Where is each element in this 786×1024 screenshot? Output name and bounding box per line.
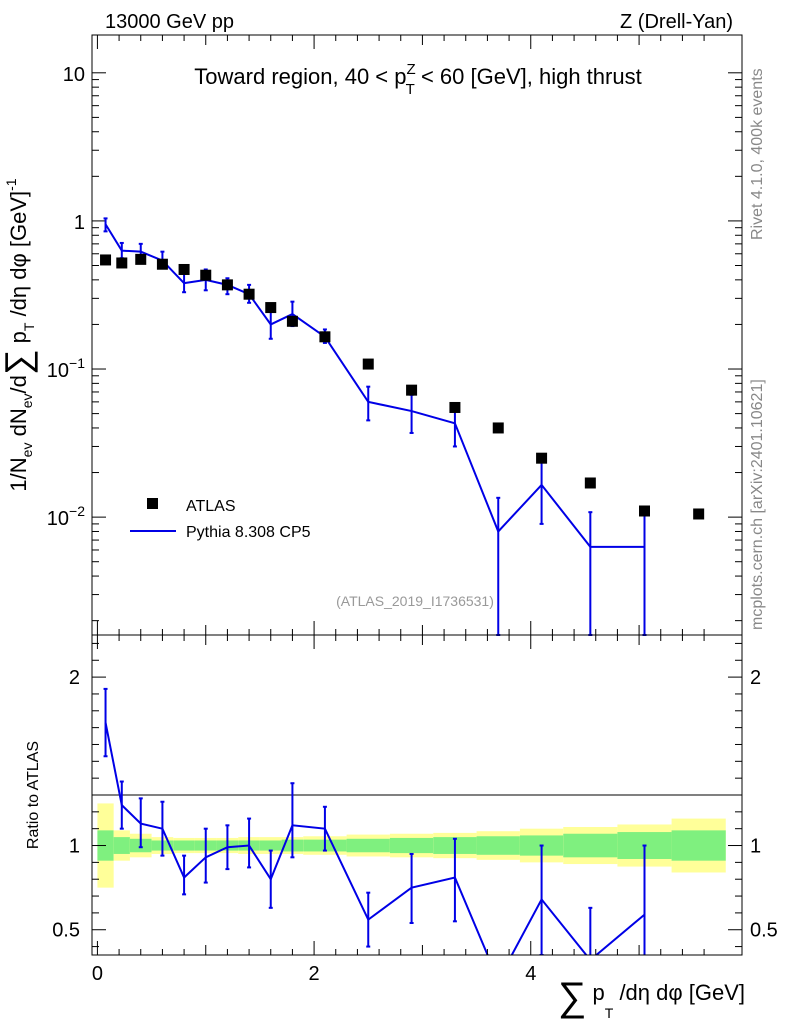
plot-title-sub: T	[406, 81, 415, 98]
main-ticks: 10 1 10−1 10−2	[47, 35, 742, 635]
legend: ATLAS Pythia 8.308 CP5	[130, 498, 311, 541]
main-ytick-label: 10−1	[47, 355, 85, 382]
band-stat	[476, 836, 520, 855]
data-point	[243, 288, 255, 300]
data-point	[116, 257, 128, 269]
ratio-ticks: 0.5 0.5 1 1 2 2 0 2 4	[52, 635, 778, 985]
band-stat	[113, 837, 130, 854]
plot-title-sup: Z	[407, 61, 416, 78]
xtick-label: 2	[309, 963, 320, 985]
data-point	[406, 384, 418, 396]
xlabel: ∑ pT /dη dφ [GeV]	[558, 975, 745, 1021]
rivet-label: Rivet 4.1.0, 400k events	[749, 68, 766, 240]
ratio-ytick-label: 2	[69, 667, 80, 689]
data-point	[135, 253, 147, 265]
plot-title-main: Toward region, 40 < p	[194, 64, 406, 89]
ratio-mc-series	[103, 687, 647, 955]
main-panel: 10 1 10−1 10−2 Toward region, 40 < pZ T < 60…	[47, 34, 743, 636]
ratio-ytick-label-right: 2	[750, 667, 761, 689]
data-point	[584, 477, 596, 489]
ratio-ytick-label-right: 1	[750, 836, 761, 858]
data-point	[156, 258, 168, 270]
data-point	[693, 508, 705, 520]
data-point	[265, 302, 277, 314]
header-right: Z (Drell-Yan)	[620, 11, 733, 33]
data-point	[536, 452, 548, 464]
header-left: 13000 GeV pp	[105, 11, 234, 33]
svg-text:1/Nev dNev/d∑ pT /dη dφ [GeV]: 1/Nev dNev/d∑ pT /dη dφ [GeV]-1	[0, 178, 38, 491]
ratio-ytick-label: 0.5	[52, 920, 80, 942]
data-point	[286, 315, 298, 327]
band-stat	[346, 838, 390, 853]
data-point	[449, 401, 461, 413]
ratio-ytick-label-right: 0.5	[750, 920, 778, 942]
main-data-series	[100, 253, 705, 520]
mcplots-label: mcplots.cern.ch [arXiv:2401.10621]	[749, 379, 766, 630]
main-ytick-label: 10−2	[47, 503, 85, 530]
legend-mc-label: Pythia 8.308 CP5	[186, 524, 311, 541]
data-point	[492, 422, 504, 434]
main-mc-series	[103, 217, 647, 636]
xtick-label: 4	[525, 963, 536, 985]
ratio-mc-line	[104, 722, 646, 955]
ratio-ytick-label: 1	[69, 836, 80, 858]
band-stat	[389, 837, 434, 854]
data-point	[639, 505, 650, 517]
ratio-ylabel: Ratio to ATLAS	[25, 741, 42, 849]
plot-title-end: < 60 [GeV], high thrust	[415, 64, 642, 89]
band-stat	[563, 833, 618, 858]
band-stat	[259, 840, 282, 851]
ratio-panel: 0.5 0.5 1 1 2 2 0 2 4	[52, 634, 778, 985]
band-stat	[671, 830, 726, 861]
legend-data-label: ATLAS	[186, 498, 236, 515]
band-stat	[173, 840, 195, 851]
data-point	[319, 331, 331, 343]
data-point	[100, 254, 112, 266]
xtick-label: 0	[92, 963, 103, 985]
legend-data-marker	[147, 498, 158, 509]
main-ylabel: 1/Nev dNev/d∑ pT /dη dφ [GeV]-1	[0, 178, 38, 491]
analysis-id: (ATLAS_2019_I1736531)	[336, 593, 494, 609]
data-point	[178, 263, 190, 275]
main-ytick-label: 1	[74, 212, 85, 234]
main-ytick-label: 10	[63, 64, 85, 86]
plot-title: Toward region, 40 < pZ T < 60 [GeV], high…	[194, 61, 641, 98]
data-point	[200, 269, 212, 281]
data-point	[221, 279, 233, 291]
data-point	[362, 358, 374, 370]
